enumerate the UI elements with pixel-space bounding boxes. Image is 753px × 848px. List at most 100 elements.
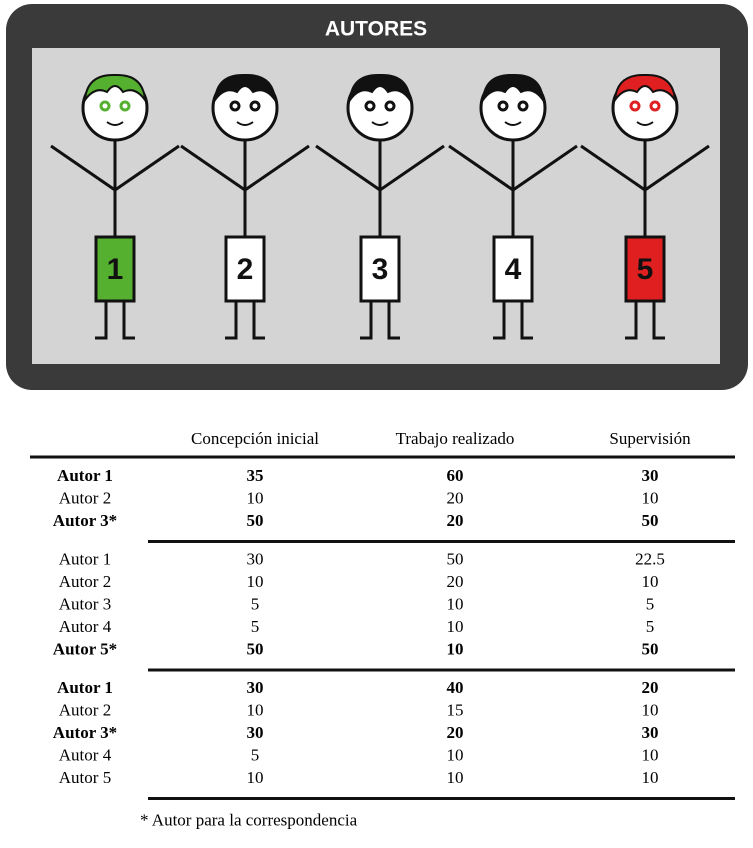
column-header: Concepción inicial (191, 429, 319, 448)
mouth (504, 121, 522, 126)
shirt (359, 235, 401, 303)
eye (649, 100, 661, 112)
legs (625, 301, 665, 340)
row-label: Autor 4 (59, 745, 112, 764)
eye (229, 100, 241, 112)
row-label: Autor 3* (53, 723, 117, 742)
row-label: Autor 1 (59, 549, 111, 568)
row-label: Autor 2 (59, 488, 111, 507)
figures: 1 2 3 4 5 (50, 73, 710, 340)
cell: 35 (247, 466, 264, 485)
stick-figure: 2 (180, 73, 310, 340)
eye (249, 100, 261, 112)
shirt (94, 235, 136, 303)
mouth (636, 121, 654, 126)
cell: 20 (642, 678, 659, 697)
stick-figure: 5 (580, 73, 710, 340)
legs (360, 301, 400, 340)
figure-number: 5 (637, 253, 654, 286)
cell: 50 (447, 549, 464, 568)
shirt (624, 235, 666, 303)
panel-title: AUTORES (325, 18, 427, 41)
eye (99, 100, 111, 112)
table: Concepción inicial Trabajo realizado Super… (30, 429, 735, 829)
legs (95, 301, 135, 340)
cell: 30 (642, 723, 659, 742)
column-header: Supervisión (609, 429, 691, 448)
eye (119, 100, 131, 112)
cell: 40 (447, 678, 464, 697)
arms (580, 144, 710, 192)
column-header: Trabajo realizado (396, 429, 515, 448)
cell: 50 (642, 639, 659, 658)
cell: 10 (447, 768, 464, 787)
cell: 10 (247, 768, 264, 787)
cell: 30 (247, 723, 264, 742)
figure-number: 4 (505, 253, 522, 286)
hair (213, 73, 277, 104)
cell: 20 (447, 511, 464, 530)
cell: 60 (447, 466, 464, 485)
cell: 5 (251, 745, 260, 764)
cell: 10 (447, 594, 464, 613)
cell: 22.5 (635, 549, 665, 568)
cell: 20 (447, 723, 464, 742)
cell: 50 (642, 511, 659, 530)
arms (180, 144, 310, 192)
cell: 20 (447, 488, 464, 507)
cell: 5 (251, 594, 260, 613)
row-label: Autor 1 (57, 466, 113, 485)
stick-figure: 3 (315, 73, 445, 340)
cell: 50 (247, 639, 264, 658)
cell: 50 (247, 511, 264, 530)
arms (315, 144, 445, 192)
cell: 20 (447, 572, 464, 591)
row-label: Autor 2 (59, 572, 111, 591)
cell: 10 (642, 745, 659, 764)
row-label: Autor 4 (59, 617, 112, 636)
eye (364, 100, 376, 112)
legs (493, 301, 533, 340)
arms (448, 144, 578, 192)
cell: 15 (447, 700, 464, 719)
figure-number: 3 (372, 253, 389, 286)
cell: 10 (447, 639, 464, 658)
cell: 5 (251, 617, 260, 636)
cell: 10 (642, 488, 659, 507)
hair (348, 73, 412, 104)
cell: 10 (247, 700, 264, 719)
cell: 30 (642, 466, 659, 485)
figure-number: 2 (237, 253, 254, 286)
footnote: * Autor para la correspondencia (140, 810, 358, 829)
row-label: Autor 3* (53, 511, 117, 530)
mouth (106, 121, 124, 126)
eye (497, 100, 509, 112)
cell: 10 (642, 768, 659, 787)
eye (384, 100, 396, 112)
row-label: Autor 3 (59, 594, 111, 613)
hair (481, 73, 545, 104)
eye (629, 100, 641, 112)
cell: 5 (646, 594, 655, 613)
cell: 10 (642, 700, 659, 719)
hair (83, 73, 147, 104)
row-label: Autor 1 (57, 678, 113, 697)
row-label: Autor 2 (59, 700, 111, 719)
row-label: Autor 5 (59, 768, 111, 787)
eye (517, 100, 529, 112)
mouth (371, 121, 389, 126)
shirt (492, 235, 534, 303)
row-label: Autor 5* (53, 639, 117, 658)
mouth (236, 121, 254, 126)
cell: 30 (247, 678, 264, 697)
cell: 10 (642, 572, 659, 591)
hair (613, 73, 677, 104)
cell: 10 (447, 745, 464, 764)
figure-number: 1 (107, 253, 124, 286)
stick-figure: 4 (448, 73, 578, 340)
stick-figure: 1 (50, 73, 180, 340)
shirt (224, 235, 266, 303)
cell: 5 (646, 617, 655, 636)
cell: 10 (247, 572, 264, 591)
